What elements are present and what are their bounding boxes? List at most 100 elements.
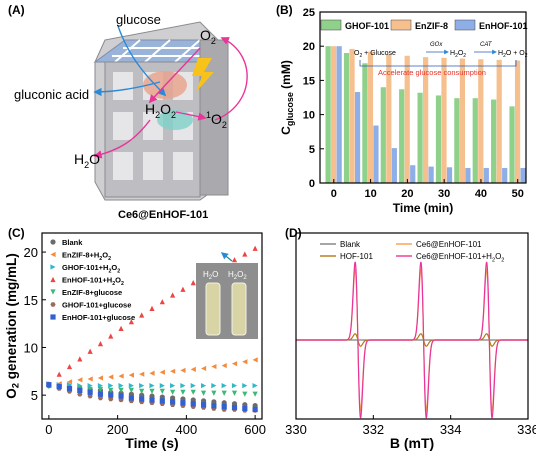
y-tick-label-b: 25 [303, 7, 315, 19]
legend-label-c-6: EnHOF-101+glucose [62, 313, 135, 322]
point-ghof-101-h2o2 [180, 383, 186, 389]
point-enhof-101-glucose [87, 389, 93, 395]
bar-enhof-101-t35 [465, 167, 471, 183]
panel-c-label: (C) [8, 226, 25, 240]
x-tick-label-b: 10 [364, 188, 376, 200]
legend-label-c-5: GHOF-101+glucose [62, 301, 131, 310]
point-ghof-101-h2o2 [190, 383, 196, 389]
legend-label-d-2: Ce6@EnHOF-101 [416, 240, 482, 249]
vial-h2o2 [231, 282, 247, 336]
reaction-equation: O2 + Glucose [354, 50, 396, 59]
point-enzif-8-h2o2 [200, 365, 207, 372]
point-enzif-8-h2o2 [180, 367, 186, 373]
y-tick-label-b: 20 [303, 41, 315, 53]
point-enzif-8-h2o2 [108, 374, 114, 380]
point-enhof-101-glucose [77, 387, 83, 393]
y-tick-label-c: 10 [24, 340, 38, 355]
point-enzif-8-glucose [87, 386, 93, 393]
point-ghof-101-glucose [97, 395, 104, 401]
point-enhof-101-h2o2 [128, 319, 134, 325]
bar-enhof-101-t50 [520, 167, 526, 183]
panel-d: (D) 330 332 334 336 B (mT) Blank HOF-101 Ce6@E… [268, 225, 536, 454]
reaction-products: H2O + O2 [498, 50, 528, 59]
point-enhof-101-h2o2 [149, 305, 155, 311]
point-enzif-8-h2o2 [118, 373, 124, 379]
vial-bubble-arrow [220, 252, 233, 262]
bar-enhof-101-t30 [446, 167, 453, 183]
point-enhof-101-glucose [108, 392, 114, 398]
x-tick-label-b: 40 [475, 188, 487, 200]
bar-enzif-8-t15 [386, 54, 392, 183]
y-tick-label-c: 5 [31, 388, 38, 403]
panel-a-illustration: glucose O2 gluconic acid H2O2 1O2 H2O Ce… [14, 12, 248, 221]
point-ghof-101-glucose [87, 393, 93, 399]
bar-enzif-8-t35 [459, 58, 466, 183]
legend-label-c-1: EnZIF-8+H2O2 [62, 251, 111, 263]
legend-label-d-3: Ce6@EnHOF-101+H2O2 [416, 252, 504, 264]
point-enhof-101-h2o2 [108, 333, 114, 339]
point-ghof-101-h2o2 [139, 383, 145, 389]
bar-enzif-8-t5 [349, 48, 355, 183]
x-axis-label-c: Time (s) [125, 435, 178, 451]
bar-ghof-101-t0 [325, 46, 331, 184]
glucose-label: glucose [116, 12, 161, 27]
o2-cycle-arrow [214, 37, 248, 121]
cat-label: CAT [480, 42, 493, 48]
bar-enzif-8-t40 [478, 59, 484, 183]
h2o-outflow-arrow [93, 119, 151, 159]
point-ghof-101-h2o2 [149, 383, 155, 389]
x-tick-label-d: 332 [362, 422, 384, 437]
bar-enhof-101-t10 [373, 125, 379, 183]
x-tick-label-b: 50 [512, 188, 524, 200]
legend-label-c-0: Blank [62, 238, 83, 247]
x-tick-label-c: 0 [45, 422, 52, 437]
legend-marker-c-3 [50, 276, 56, 283]
panel-b-label: (B) [276, 3, 293, 17]
point-enhof-101-h2o2 [118, 325, 124, 331]
bar-enhof-101-t5 [354, 92, 361, 183]
legend-label-c-4: EnZIF-8+glucose [62, 288, 122, 297]
singlet-oxygen-label: 1O2 [206, 110, 227, 130]
h2o2-label: H2O2 [145, 101, 176, 120]
vial-h2o [205, 282, 221, 336]
bar-enzif-8-t30 [441, 57, 447, 183]
bar-ghof-101-t15 [380, 87, 386, 183]
point-enhof-101-h2o2 [231, 257, 238, 263]
point-ghof-101-glucose [118, 397, 124, 403]
point-enzif-8-glucose [170, 389, 176, 395]
y-tick-label-b: 5 [309, 144, 315, 156]
legend-marker-c-5 [50, 302, 56, 307]
point-enhof-101-glucose [97, 391, 104, 397]
point-enhof-101-h2o2 [170, 292, 176, 298]
point-ghof-101-h2o2 [242, 383, 248, 389]
x-tick-label-b: 30 [438, 188, 450, 200]
bar-ghof-101-t20 [399, 89, 405, 183]
gox-label: GOx [430, 42, 443, 48]
x-tick-label-c: 400 [176, 422, 198, 437]
bar-enhof-101-t25 [428, 166, 434, 183]
point-ghof-101-h2o2 [118, 383, 124, 389]
bar-ghof-101-t25 [417, 92, 423, 183]
point-enzif-8-glucose [97, 386, 104, 393]
point-enhof-101-glucose [159, 398, 165, 404]
point-enzif-8-h2o2 [211, 363, 217, 370]
point-enzif-8-glucose [128, 387, 134, 393]
epr-line-ce6-enhof-101-h2o2 [296, 261, 528, 419]
bar-enhof-101-t40 [483, 167, 489, 183]
epr-spectrum-chart: 330 332 334 336 B (mT) Blank HOF-101 Ce6@EnHOF… [285, 232, 536, 451]
x-tick-label-c: 200 [107, 422, 129, 437]
panel-a-caption: Ce6@EnHOF-101 [118, 209, 208, 221]
point-enzif-8-glucose [149, 388, 155, 394]
point-enhof-101-glucose [252, 406, 258, 413]
point-enzif-8-h2o2 [149, 370, 155, 376]
point-enhof-101-glucose [180, 400, 186, 406]
plot-frame-c [41, 232, 263, 420]
point-enhof-101-glucose [56, 383, 62, 390]
y-axis-label-c: O2 generation (mg/mL) [4, 253, 22, 399]
legend-marker-c-1 [50, 251, 56, 258]
x-tick-label-c: 600 [244, 422, 266, 437]
point-enzif-8-h2o2 [97, 375, 104, 381]
point-ghof-101-h2o2 [170, 383, 176, 389]
legend-swatch-ghof-101 [320, 19, 342, 31]
bar-enhof-101-t15 [391, 148, 397, 183]
